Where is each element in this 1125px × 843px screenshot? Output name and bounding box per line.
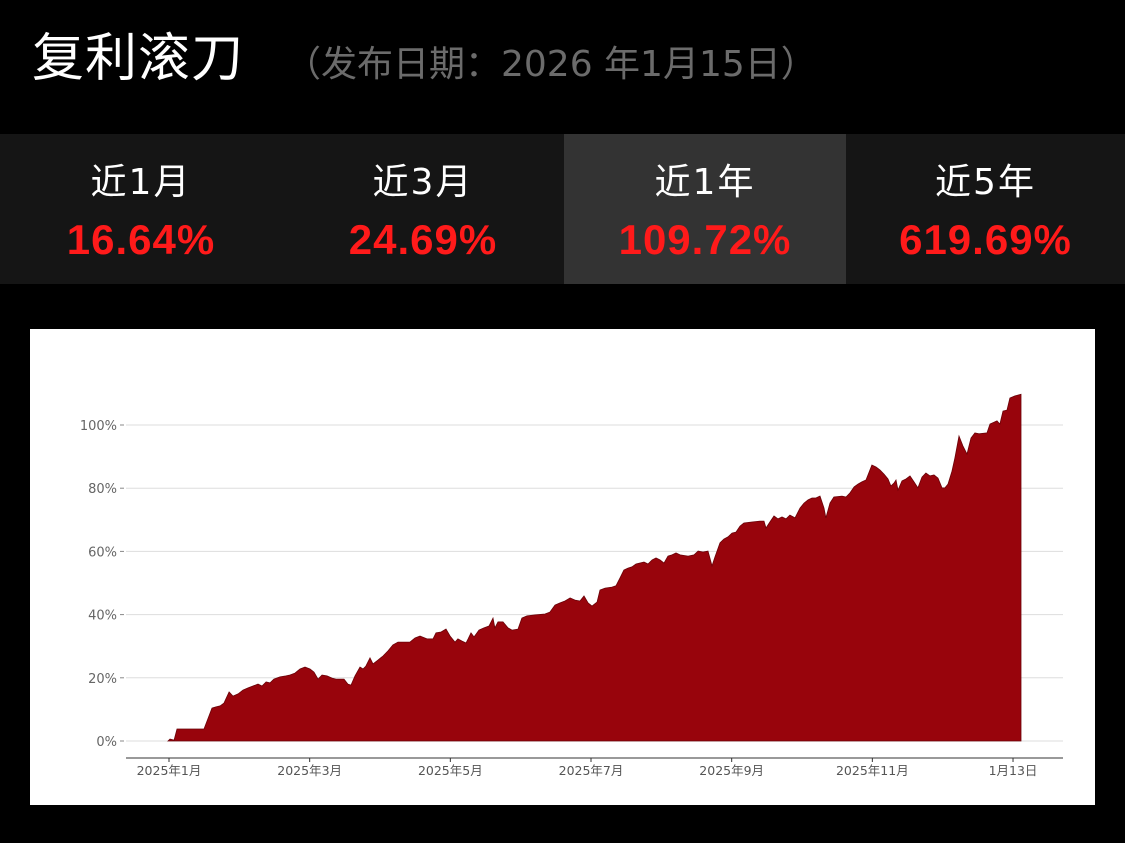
svg-text:2025年7月: 2025年7月 — [559, 763, 624, 778]
tab-label: 近1月 — [90, 162, 192, 203]
return-chart: 0% 20% 40% 60% 80% 100% 2025年1月 2025年3月 2025年5月… — [30, 329, 1095, 805]
tab-label: 近1年 — [654, 162, 756, 203]
svg-text:2025年1月: 2025年1月 — [137, 763, 202, 778]
svg-text:2025年11月: 2025年11月 — [836, 763, 909, 778]
header: 复利滚刀 （发布日期：2026 年1月15日） — [0, 0, 1125, 134]
svg-text:2025年9月: 2025年9月 — [699, 763, 764, 778]
x-axis-labels: 2025年1月 2025年3月 2025年5月 2025年7月 2025年9月 2025年… — [137, 758, 1038, 778]
return-area — [166, 393, 1022, 742]
tab-return-value: 619.69% — [899, 216, 1072, 263]
tab-3-months[interactable]: 近3月 24.69% — [282, 134, 564, 284]
tab-label: 近3月 — [372, 162, 474, 203]
tab-return-value: 109.72% — [618, 216, 792, 263]
area-chart: 0% 20% 40% 60% 80% 100% 2025年1月 2025年3月 2025年5月… — [80, 393, 1063, 778]
period-tabs: 近1月 16.64% 近3月 24.69% 近1年 109.72% 近5年 61… — [0, 134, 1125, 284]
tab-return-value: 16.64% — [66, 216, 216, 263]
y-axis-labels: 0% 20% 40% 60% 80% 100% — [80, 419, 117, 750]
svg-text:60%: 60% — [88, 545, 117, 560]
svg-text:2025年3月: 2025年3月 — [277, 763, 342, 778]
svg-text:1月13日: 1月13日 — [989, 763, 1038, 778]
svg-text:40%: 40% — [88, 609, 117, 624]
svg-text:80%: 80% — [88, 482, 117, 497]
svg-text:2025年5月: 2025年5月 — [418, 763, 483, 778]
tab-return-value: 24.69% — [348, 216, 498, 263]
tab-1-year[interactable]: 近1年 109.72% — [564, 134, 846, 284]
publish-date: （发布日期：2026 年1月15日） — [285, 44, 817, 85]
svg-text:100%: 100% — [80, 419, 117, 434]
tab-label: 近5年 — [935, 162, 1036, 203]
page-title: 复利滚刀 — [32, 29, 245, 89]
svg-text:20%: 20% — [88, 672, 117, 687]
tab-1-month[interactable]: 近1月 16.64% — [0, 134, 282, 284]
tab-5-years[interactable]: 近5年 619.69% — [846, 134, 1125, 284]
svg-text:0%: 0% — [96, 735, 117, 750]
